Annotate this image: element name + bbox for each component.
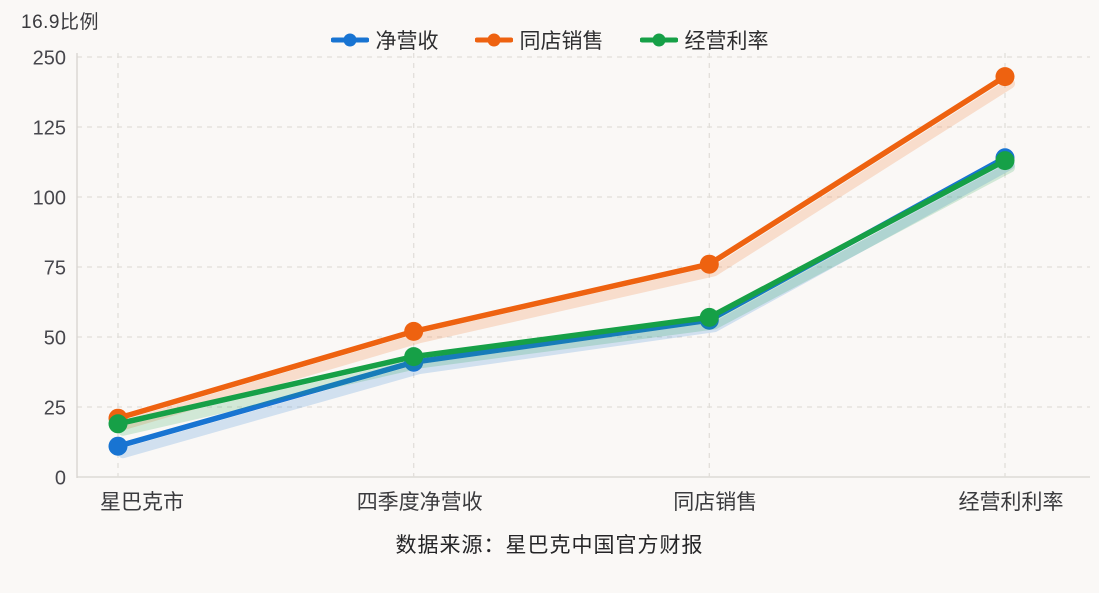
legend-label: 同店销售 [519,30,604,53]
legend-marker-icon [474,33,513,47]
x-category-label: 星巴克市 [100,491,184,514]
data-point-经营利率 [995,151,1015,171]
x-category-label: 经营利利率 [959,491,1064,514]
legend-item-经营利率[interactable]: 经营利率 [639,25,769,55]
legend-item-净营收[interactable]: 净营收 [330,25,439,55]
y-tick-label: 0 [55,468,66,490]
line-shadow [118,78,1015,431]
legend-marker-icon [639,33,678,47]
y-tick-label: 125 [33,118,66,140]
x-category-label: 四季度净营收 [357,491,483,514]
legend-marker-icon [330,33,369,47]
y-tick-label: 25 [44,398,66,420]
data-point-经营利率 [699,307,719,327]
data-point-经营利率 [404,347,424,367]
y-tick-label: 75 [44,258,66,280]
data-point-同店销售 [699,254,719,274]
data-point-经营利率 [108,414,128,434]
x-category-label: 同店销售 [673,491,757,514]
data-point-净营收 [108,436,128,456]
line-shadow [118,159,1015,459]
y-tick-label: 250 [33,48,66,70]
data-line-经营利率 [115,157,1008,427]
data-point-同店销售 [404,321,424,341]
line-shadow [118,162,1015,436]
data-point-同店销售 [995,67,1015,87]
chart-title: 16.9比例 [21,12,99,33]
data-line-同店销售 [115,73,1008,421]
y-tick-label: 50 [44,328,66,350]
y-tick-label: 100 [33,188,66,210]
chart-legend: 净营收 同店销售 经营利率 [0,25,1099,55]
legend-item-同店销售[interactable]: 同店销售 [474,25,604,55]
legend-label: 经营利率 [684,30,769,53]
legend-label: 净营收 [375,30,439,53]
data-source-note: 数据来源：星巴克中国官方财报 [395,534,704,557]
